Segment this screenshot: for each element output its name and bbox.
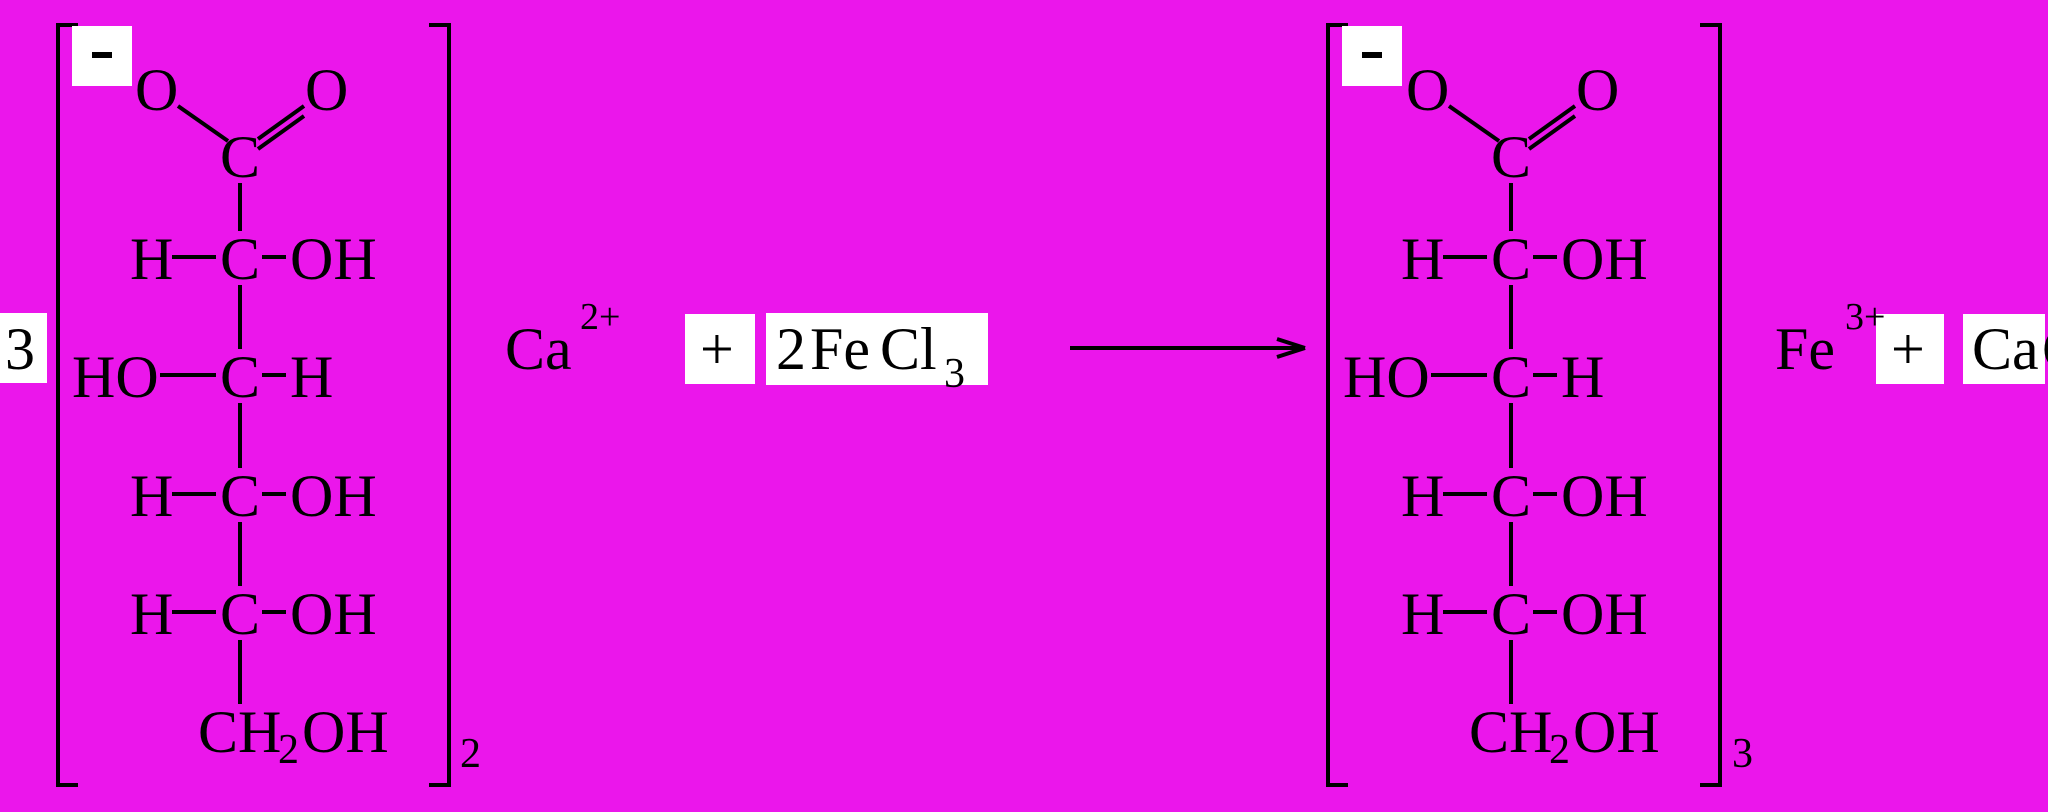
bonds [0,0,2048,812]
plus-2: + [1891,315,1925,384]
atom-c2-h: H [1401,225,1444,294]
atom-o-right: O [1576,56,1619,125]
cacl2-cl: Cl [2042,315,2048,384]
atom-c4: C [1491,462,1531,531]
atom-c6-ch: CH [1469,698,1552,767]
atom-c3: C [1491,343,1531,412]
cation-fe: Fe [1775,315,1835,384]
atom-c4-oh: OH [1561,462,1648,531]
atom-o-left: O [1406,56,1449,125]
atom-c3-h: H [1561,343,1604,412]
atom-c1: C [1491,123,1531,192]
bracket-right-subscript: 3 [1732,730,1753,778]
atom-c4-h: H [1401,462,1444,531]
atom-c2-oh: OH [1561,225,1648,294]
atom-c5-h: H [1401,580,1444,649]
atom-c5-oh: OH [1561,580,1648,649]
atom-c6-oh: OH [1573,698,1660,767]
atom-c3-ho: HO [1343,343,1430,412]
cation-fe-charge: 3+ [1845,295,1885,339]
atom-c5: C [1491,580,1531,649]
cacl2-ca: Ca [1972,315,2039,384]
atom-c2: C [1491,225,1531,294]
minus-icon-right [1362,52,1382,58]
atom-c6-sub: 2 [1549,726,1570,774]
